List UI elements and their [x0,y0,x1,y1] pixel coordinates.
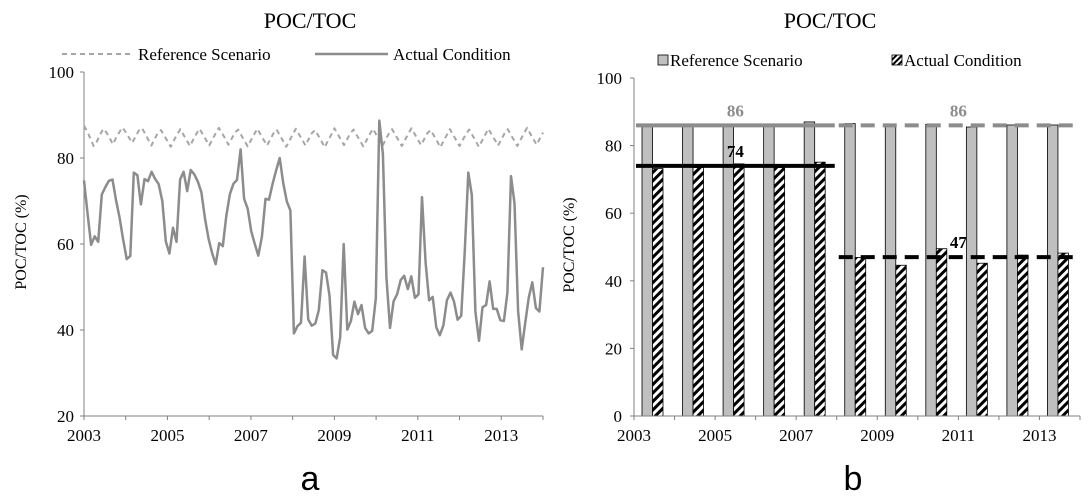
bar-actual-condition [652,168,664,417]
panel-a-y-tick-labels: 20 40 60 80 100 [49,63,75,426]
panel-b-bar-chart: POC/TOC Reference Scenario Actual Condit… [561,8,1081,498]
bar-actual-condition [854,257,867,417]
series-line-reference-scenario [83,125,544,149]
panel-b-axis-ticks [630,77,1081,420]
panel-a-letter: a [301,460,320,498]
legend-reference-label: Reference Scenario [138,45,271,64]
bar-actual-condition [895,264,907,417]
panel-a-x-tick-label: 2009 [317,426,351,445]
bar-reference-scenario [844,123,856,417]
legend-reference-label: Reference Scenario [670,51,803,70]
bar-actual-condition [935,248,948,417]
panel-a-x-tick-label: 2011 [401,426,434,445]
panel-a-x-tick-label: 2013 [484,426,518,445]
panel-a-title: POC/TOC [264,8,357,33]
mean-value-label: 86 [950,101,967,120]
bar-reference-scenario [763,124,775,417]
panel-b-legend: Reference Scenario Actual Condition [657,51,1022,70]
panel-a-x-tick-label: 2007 [234,426,269,445]
panel-b-bars [641,121,1069,417]
panel-a-y-tick-label: 60 [57,235,74,254]
bar-reference-scenario [965,126,978,417]
panel-a-y-tick-label: 80 [57,149,74,168]
panel-b-letter: b [844,460,863,498]
panel-b-y-tick-label: 40 [605,272,622,291]
bar-reference-scenario [641,124,653,417]
mean-value-label: 47 [950,233,968,252]
panel-b-x-tick-label: 2013 [1022,426,1056,445]
panel-a-y-axis-label: POC/TOC (%) [13,194,30,289]
panel-b-y-tick-label: 20 [605,339,622,358]
panel-b-x-tick-label: 2011 [942,426,975,445]
bar-reference-scenario [1006,124,1018,417]
panel-b-x-tick-label: 2005 [698,426,732,445]
legend-actual-label: Actual Condition [393,45,511,64]
panel-b-y-tick-labels: 0 20 40 60 80 100 [597,69,623,426]
legend-reference-swatch-box [657,54,669,66]
panel-a-axis-ticks [80,71,544,420]
panel-a-line-chart: POC/TOC Reference Scenario Actual Condit… [13,8,545,498]
mean-value-label: 74 [727,142,745,161]
panel-b-x-tick-labels: 2003 2005 2007 2009 2011 2013 [617,426,1056,445]
bar-actual-condition [976,262,988,417]
mean-value-label: 86 [727,101,744,120]
bar-reference-scenario [925,123,937,417]
panel-b-y-tick-label: 80 [605,137,622,156]
panel-a-x-tick-labels: 2003 2005 2007 2009 2011 2013 [67,426,518,445]
panel-b-mean-lines: 86 74 86 47 [636,101,1078,260]
panel-a-y-tick-label: 20 [57,407,74,426]
panel-a-x-tick-label: 2003 [67,426,101,445]
panel-b-title: POC/TOC [784,8,877,33]
panel-b-y-tick-label: 100 [597,69,623,88]
bar-reference-scenario [682,124,694,417]
legend-actual-label: Actual Condition [904,51,1022,70]
legend-actual-swatch-box [891,54,903,66]
series-line-actual-condition [82,119,545,360]
bar-actual-condition [1057,252,1069,417]
bar-reference-scenario [722,123,734,417]
panel-b-y-axis-label: POC/TOC (%) [561,197,578,292]
bar-actual-condition [1017,254,1029,417]
panel-b-x-tick-label: 2009 [860,426,894,445]
bar-actual-condition [692,167,704,417]
panel-a-y-tick-label: 40 [57,321,74,340]
bar-reference-scenario [1047,124,1059,417]
panel-b-x-tick-label: 2003 [617,426,651,445]
bar-actual-condition [733,163,745,417]
panel-b-y-tick-label: 60 [605,204,622,223]
panel-a-y-tick-label: 100 [49,63,75,82]
panel-a-series [82,119,545,360]
panel-b-y-tick-label: 0 [614,407,623,426]
panel-a-x-tick-label: 2005 [150,426,184,445]
bar-reference-scenario [884,125,897,417]
bar-actual-condition [773,167,786,417]
panel-b-x-tick-label: 2007 [779,426,814,445]
bar-actual-condition [814,161,826,417]
panel-a-legend: Reference Scenario Actual Condition [62,45,511,64]
